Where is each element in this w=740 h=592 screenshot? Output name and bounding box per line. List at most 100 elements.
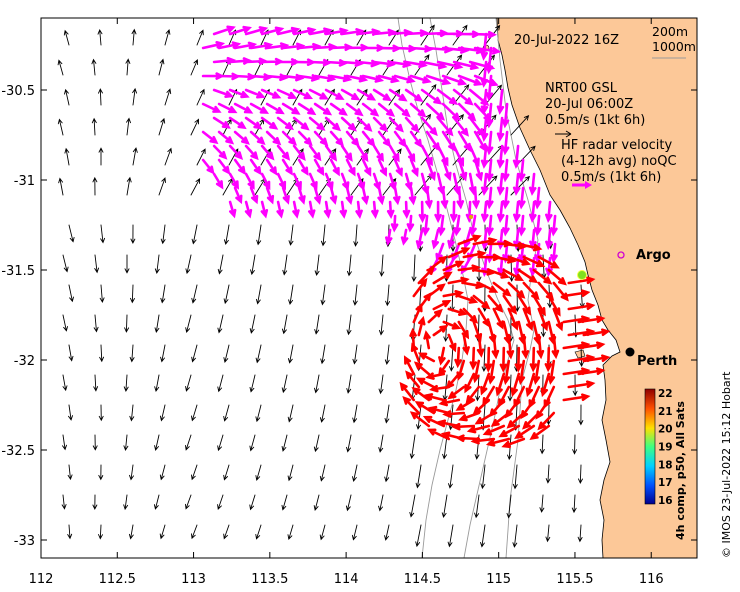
radar-arrow-north <box>447 228 456 250</box>
radar-arrow-north <box>340 144 353 162</box>
model-arrow <box>129 344 135 363</box>
model-arrow <box>356 88 368 106</box>
radar-arrow-north <box>265 186 275 205</box>
model-arrow <box>185 314 192 333</box>
model-arrow <box>314 374 320 394</box>
radar-arrow-south <box>458 411 481 422</box>
radar-arrow-south <box>525 372 536 398</box>
radar-arrow-north <box>297 102 317 116</box>
radar-arrow-north <box>415 228 424 250</box>
x-tick-label: 116 <box>639 572 664 587</box>
model-arrow <box>97 28 103 46</box>
model-arrow <box>512 524 518 548</box>
model-arrow <box>217 314 224 334</box>
model-arrow <box>506 494 512 519</box>
radar-arrow-south <box>427 283 446 298</box>
model-arrow <box>191 284 198 304</box>
radar-arrow-north <box>481 228 489 250</box>
sst-point <box>577 270 587 280</box>
radar-arrow-north <box>545 228 553 250</box>
radar-arrow-south <box>532 359 541 385</box>
radar-arrow-north <box>512 172 521 196</box>
model-arrow <box>249 434 256 452</box>
radar-arrow-south <box>577 315 606 324</box>
radar-arrow-north <box>260 26 285 36</box>
radar-arrow-north <box>345 130 360 147</box>
radar-arrow-north <box>249 130 266 146</box>
radar-arrow-north <box>485 158 494 183</box>
radar-arrow-north <box>502 214 510 237</box>
radar-arrow-north <box>377 102 396 117</box>
radar-arrow-north <box>201 130 219 145</box>
radar-arrow-north <box>502 186 510 210</box>
radar-arrow-north <box>485 102 494 129</box>
radar-arrow-north <box>513 200 521 224</box>
radar-arrow-north <box>393 186 401 206</box>
radar-arrow-south <box>462 250 487 259</box>
radar-arrow-south <box>415 377 436 389</box>
model-arrow <box>319 524 326 541</box>
radar-arrow-north <box>388 88 408 102</box>
model-arrow <box>415 524 422 548</box>
model-arrow <box>480 524 486 548</box>
model-arrow <box>510 175 531 196</box>
hf-radar-scale-label: 0.5m/s (1kt 6h) <box>561 170 661 185</box>
radar-arrow-north <box>308 27 333 36</box>
model-arrow <box>384 464 390 483</box>
radar-arrow-south <box>522 411 541 430</box>
radar-arrow-south <box>487 359 496 385</box>
radar-arrow-south <box>567 302 596 311</box>
radar-arrow-north <box>276 200 284 219</box>
model-arrow <box>250 254 256 276</box>
radar-arrow-south <box>506 411 526 429</box>
radar-arrow-south <box>472 294 491 310</box>
model-arrow <box>474 494 480 519</box>
model-arrow <box>481 344 487 373</box>
model-arrow <box>319 464 326 482</box>
radar-arrow-south <box>522 307 534 332</box>
radar-arrow-north <box>497 200 505 224</box>
radar-arrow-north <box>233 158 246 176</box>
model-arrow <box>346 434 352 453</box>
radar-arrow-south <box>582 328 611 337</box>
model-arrow <box>287 524 294 541</box>
model-arrow <box>62 374 68 392</box>
radar-arrow-south <box>470 437 496 445</box>
colorbar-tick-label: 17 <box>658 477 673 489</box>
radar-arrow-south <box>517 359 526 386</box>
radar-arrow-south <box>417 315 426 337</box>
model-arrow <box>384 344 390 366</box>
model-arrow <box>539 434 545 455</box>
radar-arrow-south <box>562 289 591 298</box>
radar-arrow-north <box>281 102 301 115</box>
depth-label-200m: 200m <box>652 24 688 39</box>
model-arrow <box>191 224 198 245</box>
x-tick-label: 115 <box>486 572 511 587</box>
model-arrow <box>62 254 69 273</box>
radar-arrow-south <box>507 307 519 331</box>
radar-arrow-north <box>233 102 254 114</box>
model-arrow <box>68 344 74 362</box>
radar-arrow-south <box>507 255 531 266</box>
y-tick-label: -32.5 <box>1 444 35 459</box>
radar-arrow-north <box>292 144 306 161</box>
radar-arrow-north <box>340 116 357 132</box>
hf-radar-title-2: (4-12h avg) noQC <box>561 154 677 169</box>
radar-arrow-north <box>550 242 558 264</box>
radar-arrow-south <box>491 333 500 360</box>
depth-label-1000m: 1000m <box>652 39 696 54</box>
x-tick-label: 115.5 <box>556 572 593 587</box>
radar-arrow-north <box>545 200 553 224</box>
radar-arrow-north <box>201 102 222 113</box>
radar-arrow-south <box>529 424 551 440</box>
sst-point-small <box>469 215 473 219</box>
radar-arrow-north <box>228 116 247 130</box>
radar-arrow-north <box>501 158 510 183</box>
model-arrow <box>185 374 192 392</box>
model-arrow <box>123 494 129 511</box>
radar-arrow-south <box>517 268 539 284</box>
model-arrow <box>352 344 358 365</box>
radar-arrow-north <box>404 88 424 102</box>
radar-arrow-north <box>313 130 329 147</box>
model-arrow <box>378 374 384 395</box>
